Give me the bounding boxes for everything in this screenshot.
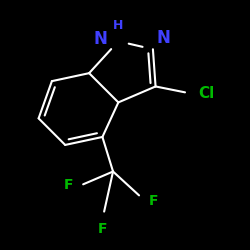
Text: N: N [157, 28, 171, 46]
Text: F: F [64, 178, 73, 192]
Text: Cl: Cl [198, 86, 214, 100]
Text: N: N [94, 30, 108, 48]
Text: F: F [98, 222, 107, 236]
Text: H: H [113, 19, 124, 32]
Text: F: F [149, 194, 158, 208]
